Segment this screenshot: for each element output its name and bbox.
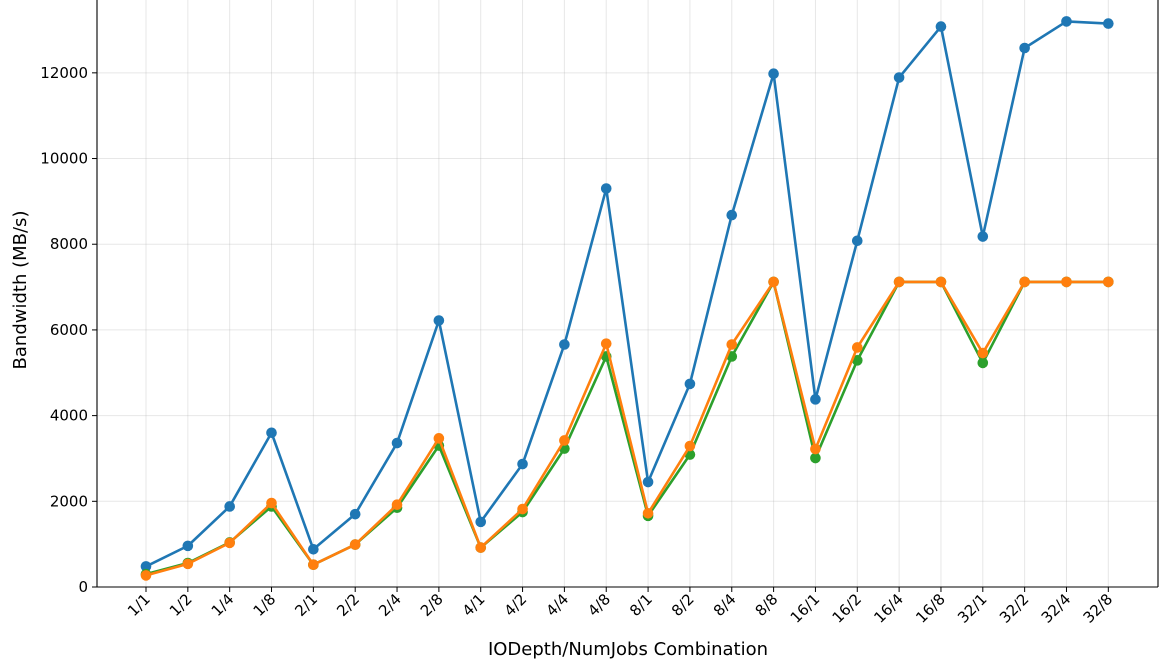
data-point <box>349 539 361 550</box>
x-tick-label: 1/8 <box>250 590 280 620</box>
data-point <box>391 499 403 511</box>
x-tick-label: 32/4 <box>1038 590 1075 627</box>
data-point <box>1061 276 1072 288</box>
x-tick-label: 4/2 <box>501 590 531 620</box>
data-point <box>684 378 696 390</box>
data-point <box>1019 42 1030 54</box>
y-tick-label: 2000 <box>50 492 88 510</box>
data-point <box>810 452 821 464</box>
x-tick-label: 32/1 <box>954 590 991 627</box>
data-point <box>600 338 612 349</box>
axes: 1/1 1/2 1/4 1/8 2/1 2/2 2/4 2/8 4/1 4/2 4/4 4/8 8/1 8… <box>40 0 1159 627</box>
data-point <box>266 497 277 509</box>
data-point <box>1061 16 1072 27</box>
data-point <box>559 339 570 350</box>
data-point <box>224 501 235 512</box>
data-point <box>642 508 654 519</box>
data-point <box>600 183 612 194</box>
data-point <box>935 21 947 32</box>
data-point <box>977 231 989 242</box>
series-line <box>144 20 1110 568</box>
data-point <box>684 440 696 452</box>
data-point <box>140 561 152 572</box>
data-point <box>517 458 528 470</box>
x-tick-label: 4/4 <box>542 590 572 620</box>
data-point <box>726 339 738 350</box>
data-point <box>475 516 487 528</box>
data-point <box>349 508 361 520</box>
x-tick-label: 32/8 <box>1080 590 1117 627</box>
data-point <box>810 443 821 455</box>
data-point <box>893 276 905 288</box>
data-point <box>308 543 319 555</box>
data-point <box>433 433 445 444</box>
data-point <box>851 342 863 353</box>
x-axis-title: IODepth/NumJobs Combination <box>488 639 768 660</box>
y-tick-label: 0 <box>78 578 88 596</box>
data-point <box>140 570 152 581</box>
x-tick-label: 4/8 <box>584 590 614 620</box>
x-tick-label: 16/1 <box>787 590 824 627</box>
data-point <box>642 476 654 488</box>
data-point <box>475 542 487 553</box>
grid <box>97 0 1158 588</box>
data-point <box>851 235 863 247</box>
y-axis-title: Bandwidth (MB/s) <box>10 211 31 370</box>
series-layer <box>140 16 1114 581</box>
x-tick-label: 4/1 <box>459 590 489 620</box>
data-point <box>391 437 403 449</box>
x-tick-label: 1/4 <box>208 590 238 620</box>
x-tick-label: 2/2 <box>333 590 363 620</box>
x-tick-label: 8/4 <box>710 590 740 620</box>
data-point <box>433 315 445 326</box>
y-tick-label: 4000 <box>50 407 88 425</box>
data-point <box>810 394 821 405</box>
y-tick-label: 6000 <box>50 321 88 339</box>
x-tick-label: 1/2 <box>166 590 196 620</box>
x-tick-label: 32/2 <box>996 590 1033 627</box>
series-line <box>144 280 1110 577</box>
data-point <box>559 435 570 446</box>
x-tick-label: 8/1 <box>626 590 656 620</box>
y-tick-label: 10000 <box>40 150 88 168</box>
x-tick-label: 1/1 <box>124 590 154 620</box>
series-1 <box>140 16 1114 572</box>
x-tick-label: 2/4 <box>375 590 405 620</box>
data-point <box>517 503 528 515</box>
data-point <box>1103 276 1114 288</box>
data-point <box>1019 276 1030 288</box>
x-tick-label: 8/8 <box>752 590 782 620</box>
data-point <box>893 72 905 83</box>
y-tick-label: 12000 <box>40 64 88 82</box>
x-tick-label: 2/8 <box>417 590 447 620</box>
data-point <box>224 537 235 549</box>
data-point <box>182 540 194 552</box>
data-point <box>266 427 277 439</box>
data-point <box>182 558 194 570</box>
data-point <box>768 276 779 288</box>
data-point <box>977 357 989 369</box>
data-point <box>768 68 779 79</box>
x-tick-label: 16/4 <box>870 590 907 627</box>
x-tick-label: 16/2 <box>829 590 866 627</box>
x-tick-label: 2/1 <box>291 590 321 620</box>
data-point <box>308 559 319 571</box>
series-3 <box>140 276 1114 581</box>
x-tick-label: 16/8 <box>912 590 949 627</box>
data-point <box>726 209 738 221</box>
y-tick-label: 8000 <box>50 235 88 253</box>
data-point <box>1103 18 1114 29</box>
x-tick-label: 8/2 <box>668 590 698 620</box>
data-point <box>935 276 947 288</box>
data-point <box>977 347 989 359</box>
data-point <box>851 355 863 366</box>
